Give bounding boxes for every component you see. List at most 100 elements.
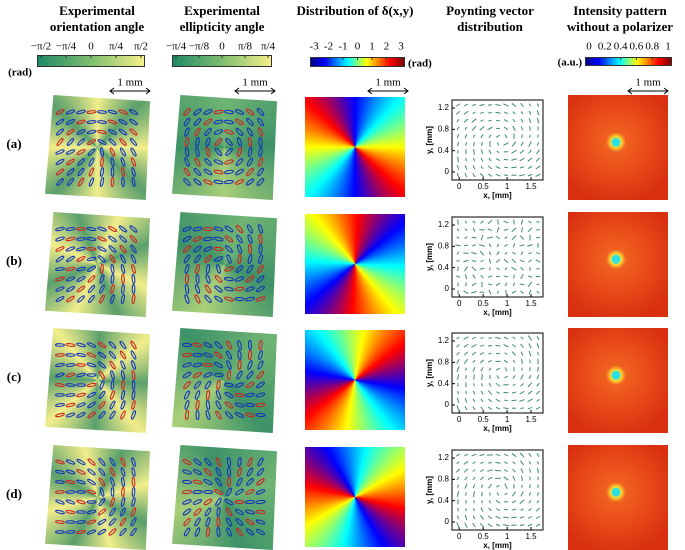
polarization-ellipse bbox=[131, 284, 136, 294]
polarization-ellipse bbox=[204, 380, 212, 390]
polarization-ellipse bbox=[99, 487, 105, 497]
poynting-arrow bbox=[472, 172, 476, 178]
polarization-ellipse bbox=[237, 340, 242, 350]
polarization-ellipse bbox=[192, 362, 203, 368]
poynting-arrow bbox=[472, 165, 476, 170]
poynting-arrow bbox=[512, 282, 516, 287]
poynting-arrow bbox=[464, 126, 468, 131]
polarization-ellipse bbox=[65, 372, 76, 378]
poynting-arrow bbox=[456, 236, 460, 239]
polarization-ellipse bbox=[130, 244, 137, 254]
poynting-arrow bbox=[528, 516, 532, 519]
poynting-arrow bbox=[456, 119, 460, 123]
poynting-arrow bbox=[512, 359, 516, 364]
polarization-ellipse bbox=[120, 360, 126, 370]
poynting-arrow bbox=[520, 460, 524, 466]
polarization-ellipse bbox=[130, 507, 137, 517]
polarization-ellipse bbox=[76, 499, 86, 505]
polarization-ellipse bbox=[204, 294, 212, 304]
colorbar-tick-label: 0 bbox=[219, 41, 225, 53]
poynting-arrow bbox=[527, 335, 533, 341]
polarization-ellipse bbox=[55, 490, 65, 494]
polarization-ellipse bbox=[65, 510, 76, 514]
poynting-arrow bbox=[520, 336, 524, 340]
poynting-arrow bbox=[456, 228, 460, 232]
poynting-arrow bbox=[511, 266, 517, 271]
polarization-ellipse bbox=[76, 352, 86, 358]
polarization-ellipse bbox=[182, 235, 192, 243]
polarization-ellipse bbox=[213, 129, 224, 135]
polarization-ellipse bbox=[225, 138, 233, 146]
polarization-ellipse bbox=[225, 245, 233, 253]
polarization-ellipse bbox=[110, 380, 115, 390]
polarization-ellipse bbox=[131, 177, 136, 187]
polarization-ellipse bbox=[195, 137, 200, 147]
poynting-arrow bbox=[519, 516, 525, 519]
poynting-arrow bbox=[535, 507, 541, 512]
colorbar-tick-label: 0.6 bbox=[630, 41, 644, 53]
poynting-arrow bbox=[503, 258, 509, 264]
polarization-ellipse bbox=[255, 528, 266, 536]
polarization-ellipse bbox=[182, 342, 192, 348]
polarization-ellipse bbox=[182, 479, 192, 485]
polarization-ellipse bbox=[247, 254, 253, 264]
poynting-arrow bbox=[528, 252, 532, 255]
scale-bar-label: 1 mm bbox=[635, 77, 661, 89]
polarization-ellipse bbox=[110, 274, 115, 284]
poynting-arrow bbox=[480, 220, 484, 224]
polarization-ellipse bbox=[76, 392, 86, 398]
polarization-ellipse bbox=[55, 530, 65, 534]
poynting-arrow bbox=[471, 453, 477, 457]
polarization-ellipse bbox=[247, 340, 253, 350]
polarization-ellipse bbox=[183, 178, 191, 186]
polarization-ellipse bbox=[55, 109, 65, 115]
colorbar-tick-label: −π/2 bbox=[31, 41, 51, 53]
poynting-arrow bbox=[520, 141, 524, 147]
poynting-arrow bbox=[471, 266, 477, 272]
polarization-ellipse bbox=[55, 246, 65, 252]
polarization-ellipse bbox=[184, 157, 190, 167]
polarization-ellipse bbox=[246, 168, 254, 176]
poynting-arrow bbox=[519, 283, 525, 286]
polarization-ellipse bbox=[255, 392, 266, 398]
poynting-arrow bbox=[511, 391, 517, 394]
poynting-arrow bbox=[473, 507, 475, 512]
polarization-ellipse bbox=[237, 254, 242, 264]
poynting-arrow bbox=[520, 290, 524, 294]
polarization-ellipse bbox=[86, 227, 97, 231]
polarization-ellipse bbox=[213, 489, 224, 495]
poynting-arrow bbox=[464, 103, 468, 107]
poynting-arrow bbox=[497, 219, 499, 225]
polarization-ellipse bbox=[213, 256, 224, 262]
poynting-arrow bbox=[472, 398, 476, 403]
poynting-arrow bbox=[487, 275, 493, 278]
poynting-arrow bbox=[512, 251, 516, 255]
colorbar-tick-label: -1 bbox=[338, 41, 347, 53]
polarization-ellipse bbox=[110, 264, 115, 274]
poynting-arrow bbox=[455, 275, 461, 278]
scale-bar-label: 1 mm bbox=[117, 77, 143, 89]
poynting-arrow bbox=[457, 290, 459, 294]
polarization-ellipse bbox=[246, 370, 254, 380]
poynting-arrow bbox=[511, 516, 517, 519]
polarization-ellipse bbox=[194, 527, 201, 537]
poynting-arrow bbox=[472, 336, 476, 340]
polarization-ellipse bbox=[234, 382, 245, 388]
poynting-arrow bbox=[496, 492, 500, 496]
polarization-ellipse bbox=[203, 226, 213, 232]
polarization-ellipse bbox=[193, 245, 202, 253]
polarization-ellipse bbox=[256, 371, 265, 379]
poynting-arrow bbox=[478, 244, 486, 247]
poynting-arrow bbox=[479, 126, 485, 131]
poynting-arrow bbox=[528, 350, 532, 357]
polarization-ellipse bbox=[131, 360, 136, 370]
polarization-ellipse bbox=[256, 478, 265, 486]
poynting-arrow bbox=[512, 343, 516, 348]
polarization-ellipse bbox=[97, 508, 107, 516]
polarization-ellipse bbox=[121, 380, 125, 390]
poynting-arrow bbox=[511, 141, 517, 147]
polarization-ellipse bbox=[87, 284, 96, 294]
polarization-ellipse bbox=[86, 489, 97, 495]
polarization-ellipse bbox=[109, 254, 116, 264]
